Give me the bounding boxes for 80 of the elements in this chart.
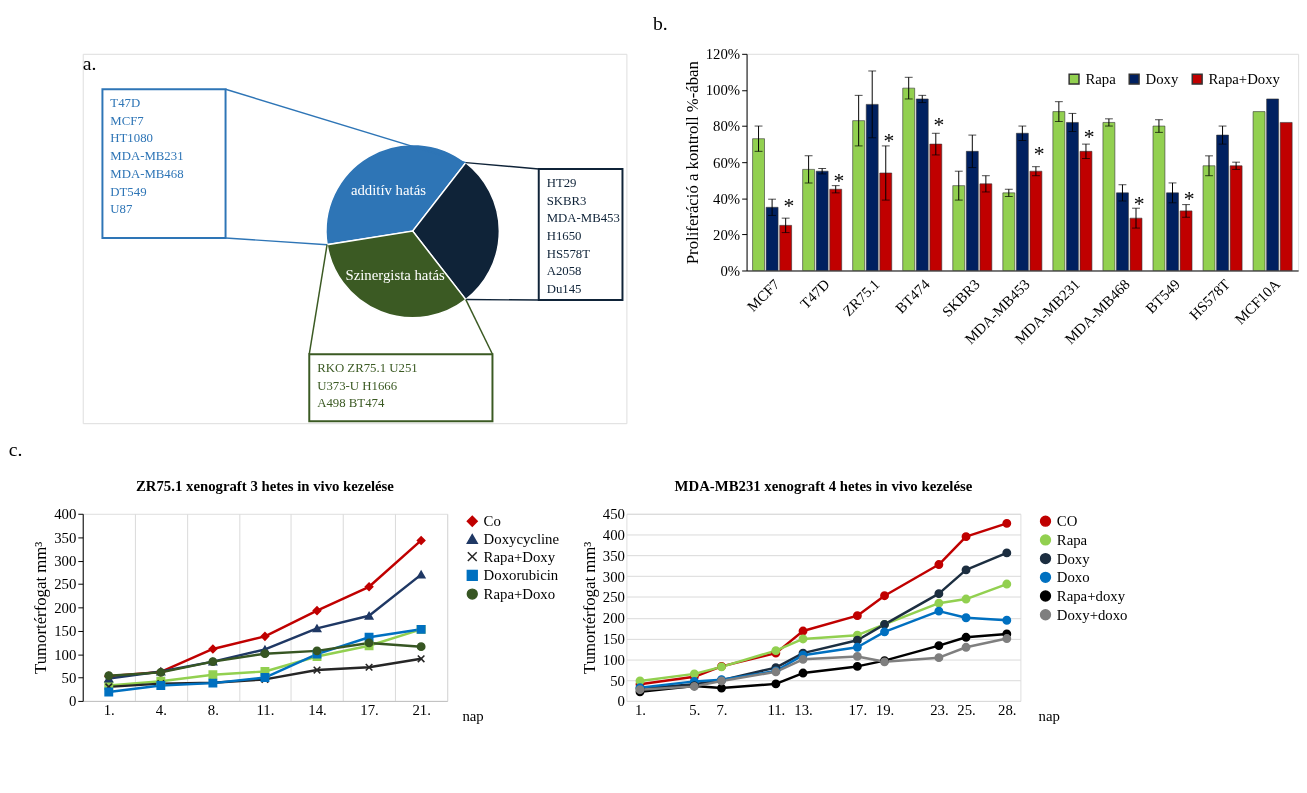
x-tick-label: 28.	[998, 702, 1017, 719]
legend-label: Doxo	[1056, 569, 1090, 586]
annotation: *	[783, 193, 795, 218]
x-tick-label: 1.	[103, 702, 115, 719]
legend-label: Rapa	[1056, 531, 1088, 548]
y-tick-label: 0	[617, 693, 625, 710]
y-tick-label: 60%	[713, 154, 741, 171]
slice-label: additív hatás	[350, 182, 427, 198]
x-tick-label: 7.	[716, 702, 728, 719]
text: a.	[82, 51, 97, 74]
y-tick-label: 400	[54, 506, 77, 523]
y-tick-label: 50	[61, 669, 77, 686]
y-tick-label: 50	[610, 672, 625, 689]
y-tick-label: 40%	[713, 190, 741, 207]
legend-label: Doxy+doxo	[1056, 606, 1128, 623]
slice-label: Szinergista hatás	[345, 267, 446, 284]
legend-label: CO	[1056, 513, 1078, 530]
y-tick-label: 100	[54, 646, 77, 663]
annotation: *	[833, 168, 845, 193]
x-tick-label: 25.	[957, 702, 976, 719]
x-tick-label: 5.	[689, 702, 701, 719]
annotation: *	[1183, 186, 1195, 211]
y-tick-label: 200	[602, 610, 625, 627]
y-axis-title: Tumortérfogat mm³	[579, 541, 599, 674]
x-tick-label: 21.	[412, 702, 431, 719]
y-tick-label: 150	[54, 623, 77, 640]
x-tick-label: 23.	[930, 702, 949, 719]
y-tick-label: 300	[54, 552, 77, 569]
x-tick-label: 11.	[256, 702, 275, 719]
annotation: *	[883, 128, 895, 153]
y-axis-title: Tumortérfogat mm³	[31, 541, 51, 674]
annotation: *	[1033, 141, 1045, 166]
y-tick-label: 20%	[713, 226, 741, 243]
y-tick-label: 350	[602, 547, 625, 564]
x-tick-label: 17.	[848, 702, 868, 719]
x-tick-label: 8.	[207, 702, 219, 719]
text: c.	[8, 437, 23, 460]
text: RKO ZR75.1 U251 U373-U H1666 A498 BT474	[317, 360, 418, 411]
legend-label: Co	[483, 513, 501, 530]
y-tick-label: 150	[602, 630, 625, 647]
x-tick-label: 11.	[767, 702, 786, 719]
chart-title: ZR75.1 xenograft 3 hetes in vivo kezelése	[135, 478, 395, 495]
legend-label: Doxy	[1145, 71, 1179, 88]
y-tick-label: 250	[54, 576, 77, 593]
x-tick-label: 4.	[155, 702, 167, 719]
legend-label: Rapa+Doxy	[1208, 71, 1281, 88]
legend-label: Doxorubicin	[483, 567, 559, 584]
text: T47D MCF7 HT1080 MDA-MB231 MDA-MB468 DT549 U87	[110, 96, 184, 217]
x-tick-label: 13.	[794, 702, 813, 719]
y-tick-label: 120%	[705, 46, 741, 63]
x-tick-label: 17.	[360, 702, 379, 719]
y-tick-label: 200	[54, 599, 77, 616]
y-axis-title: Proliferáció a kontroll %-ában	[682, 60, 702, 265]
y-tick-label: 300	[602, 568, 625, 585]
y-tick-label: 400	[602, 526, 625, 543]
x-tick-label: 19.	[875, 702, 895, 719]
y-tick-label: 0	[68, 693, 77, 710]
legend-label: Rapa+Doxy	[483, 548, 556, 565]
legend-label: Doxycycline	[483, 530, 560, 547]
legend-label: Rapa+doxy	[1056, 587, 1126, 604]
y-tick-label: 450	[602, 506, 625, 523]
y-tick-label: 250	[602, 589, 625, 606]
y-tick-label: 100%	[705, 82, 741, 99]
y-tick-label: 350	[54, 529, 77, 546]
text: HT29 SKBR3 MDA-MB453 H1650 HS578T A2058 Du145	[546, 175, 620, 297]
legend-label: Rapa	[1085, 71, 1117, 88]
annotation: *	[1133, 192, 1145, 217]
x-axis-title: nap	[462, 708, 484, 725]
chart-title: MDA-MB231 xenograft 4 hetes in vivo kezelése	[674, 478, 973, 495]
x-tick-label: 1.	[634, 702, 647, 719]
x-axis-title: nap	[1038, 708, 1060, 725]
y-tick-label: 100	[602, 651, 625, 668]
x-tick-label: 14.	[308, 702, 327, 719]
legend-label: Rapa+Doxo	[483, 585, 556, 602]
text: b.	[653, 12, 668, 35]
y-tick-label: 0%	[720, 262, 741, 279]
annotation: *	[1083, 125, 1095, 150]
y-tick-label: 80%	[713, 118, 741, 135]
annotation: *	[933, 112, 945, 137]
legend-label: Doxy	[1056, 550, 1091, 567]
